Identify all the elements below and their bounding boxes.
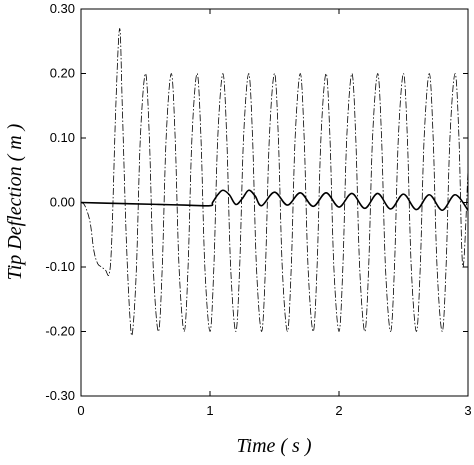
y-tick-label: -0.20	[45, 324, 75, 339]
y-axis-title: Tip Deflection ( m )	[4, 123, 26, 280]
x-axis-ticks: 0 1 2 3	[77, 9, 472, 418]
y-tick-label: -0.10	[45, 259, 75, 274]
series-line-solid	[80, 189, 469, 212]
series-line-dash-dot	[80, 27, 469, 336]
x-tick-label: 0	[77, 403, 84, 418]
y-tick-label: 0.20	[50, 66, 75, 81]
y-axis-ticks: 0.30 0.20 0.10 0.00 -0.10 -0.20 -0.30	[45, 1, 468, 403]
x-tick-label: 2	[335, 403, 342, 418]
x-tick-label: 3	[464, 403, 471, 418]
y-tick-label: 0.30	[50, 1, 75, 16]
x-axis-title: Time ( s )	[237, 435, 312, 457]
x-tick-label: 1	[206, 403, 213, 418]
y-tick-label: 0.10	[50, 130, 75, 145]
y-tick-label: -0.30	[45, 388, 75, 403]
series-layer	[80, 27, 469, 336]
y-tick-label: 0.00	[50, 195, 75, 210]
